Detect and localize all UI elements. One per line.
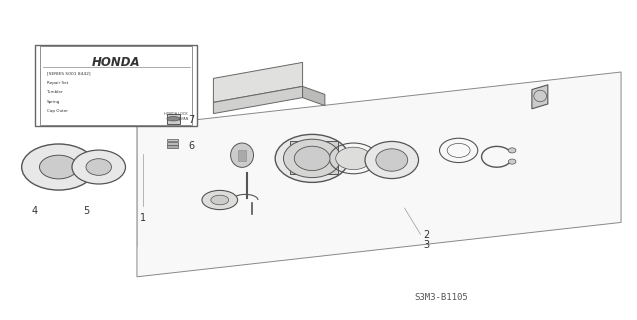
Polygon shape xyxy=(303,86,325,106)
Text: 2: 2 xyxy=(424,230,430,240)
Text: Repair Set: Repair Set xyxy=(47,81,68,84)
Ellipse shape xyxy=(39,155,78,179)
Polygon shape xyxy=(290,141,338,174)
Polygon shape xyxy=(137,72,621,277)
FancyBboxPatch shape xyxy=(238,150,246,161)
Ellipse shape xyxy=(294,146,330,171)
Text: 4: 4 xyxy=(32,206,38,216)
Ellipse shape xyxy=(275,134,349,182)
Ellipse shape xyxy=(167,116,180,121)
FancyBboxPatch shape xyxy=(167,142,178,145)
Text: S3M3-B1105: S3M3-B1105 xyxy=(414,293,468,302)
Text: Tumbler: Tumbler xyxy=(47,90,63,94)
Ellipse shape xyxy=(231,143,254,167)
Ellipse shape xyxy=(336,147,371,170)
FancyBboxPatch shape xyxy=(167,139,178,141)
Ellipse shape xyxy=(72,150,125,184)
Polygon shape xyxy=(213,86,303,114)
FancyBboxPatch shape xyxy=(167,114,180,124)
Ellipse shape xyxy=(508,148,516,153)
FancyBboxPatch shape xyxy=(167,145,178,148)
Ellipse shape xyxy=(86,159,111,175)
Text: 5: 5 xyxy=(83,206,89,216)
Ellipse shape xyxy=(508,159,516,164)
Ellipse shape xyxy=(22,144,96,190)
Ellipse shape xyxy=(283,139,341,178)
Text: Cap Outer: Cap Outer xyxy=(47,109,68,113)
Ellipse shape xyxy=(365,141,419,179)
Text: 6: 6 xyxy=(188,140,194,151)
Text: 3: 3 xyxy=(424,240,430,250)
Text: Spring: Spring xyxy=(47,100,60,104)
Text: 7: 7 xyxy=(188,115,194,125)
Text: HONDA LOCK
JAPAN: HONDA LOCK JAPAN xyxy=(164,112,188,121)
Polygon shape xyxy=(532,85,548,109)
Text: HONDA: HONDA xyxy=(92,56,141,69)
Text: [SERIES 5001 8442]: [SERIES 5001 8442] xyxy=(47,71,90,75)
Polygon shape xyxy=(213,62,303,102)
FancyBboxPatch shape xyxy=(35,45,197,126)
Ellipse shape xyxy=(202,190,238,210)
Ellipse shape xyxy=(376,149,408,171)
Ellipse shape xyxy=(211,195,229,205)
Text: 1: 1 xyxy=(140,213,147,223)
